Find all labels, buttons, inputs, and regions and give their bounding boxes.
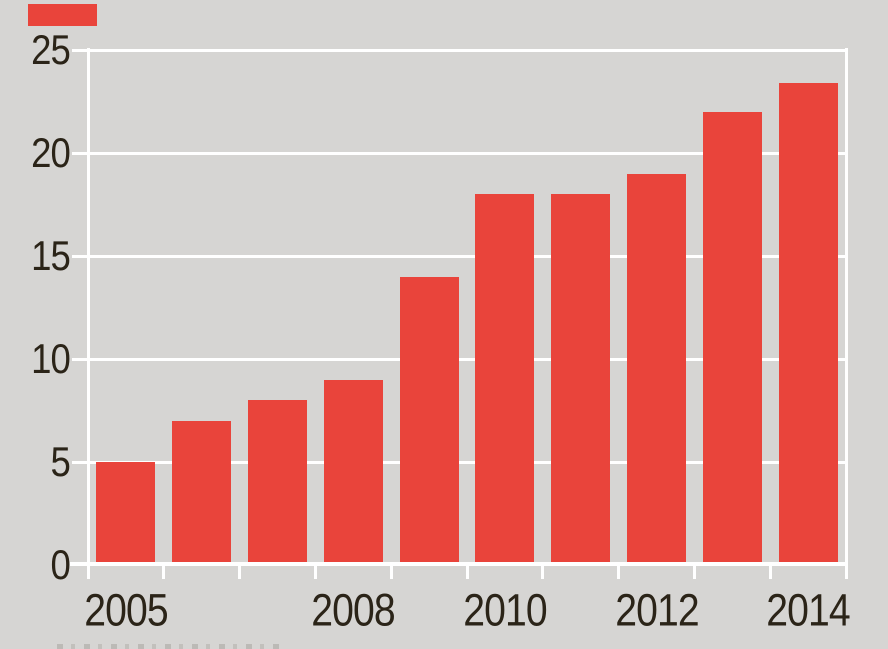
x-axis-tick: [389, 566, 393, 579]
x-tick-label-2012: 2012: [614, 584, 699, 636]
x-axis-tick: [162, 566, 166, 579]
plot-right-edge-line: [844, 48, 848, 579]
bar-2007: [248, 400, 307, 566]
x-tick-label-2005: 2005: [84, 584, 168, 636]
x-axis-tick: [844, 566, 848, 579]
y-tick-label-5: 5: [50, 438, 71, 485]
y-tick-label-20: 20: [31, 129, 71, 176]
x-axis-tick: [617, 566, 621, 579]
bar-2013: [702, 111, 762, 566]
gridline-15: [72, 254, 847, 258]
cutoff-caption-artifact: [57, 644, 282, 649]
x-axis-tick: [541, 566, 545, 579]
x-tick-label-2008: 2008: [311, 584, 396, 636]
y-tick-label-15: 15: [31, 232, 71, 279]
bar-2011: [551, 194, 611, 566]
x-tick-label-2014: 2014: [766, 584, 850, 636]
x-axis-baseline: [70, 562, 848, 566]
bar-2006: [172, 420, 232, 566]
y-axis-line: [86, 48, 90, 579]
x-axis-tick: [238, 566, 242, 579]
gridline-10: [72, 357, 847, 361]
bar-2009: [399, 276, 459, 566]
y-tick-label-10: 10: [31, 335, 71, 382]
y-tick-label-25: 25: [31, 26, 71, 73]
x-axis-tick: [692, 566, 696, 579]
y-tick-label-0: 0: [50, 541, 71, 588]
gridline-5: [72, 460, 847, 464]
bar-2010: [475, 194, 535, 566]
bar-2005: [96, 462, 156, 566]
brand-tab: [28, 4, 97, 26]
x-axis-tick: [465, 566, 469, 579]
x-axis-tick: [768, 566, 772, 579]
bar-2008: [323, 379, 383, 566]
x-axis-tick: [86, 566, 90, 579]
bar-2014: [778, 82, 838, 566]
x-tick-label-2010: 2010: [463, 584, 547, 636]
gridline-20: [72, 151, 847, 155]
bar-2012: [627, 173, 686, 566]
gridline-25: [72, 48, 847, 52]
x-axis-tick: [313, 566, 317, 579]
